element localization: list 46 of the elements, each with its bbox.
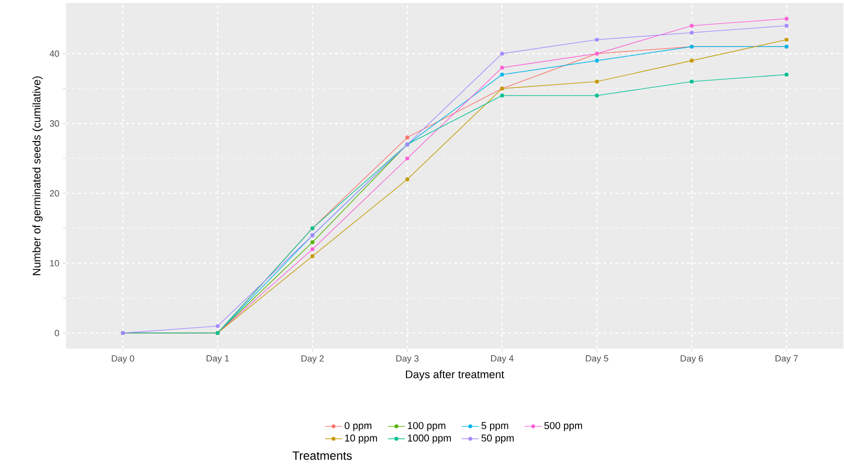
x-tick-label: Day 6 [680,355,704,364]
point [784,38,788,42]
x-tick-label: Day 0 [112,355,134,364]
x-tick-label: Day 1 [206,355,229,364]
point [500,52,504,56]
point [594,80,599,84]
point [405,136,410,140]
legend-title: Treatments [292,452,352,460]
point [594,58,599,63]
point [594,38,599,42]
point [405,178,410,182]
point [784,16,788,21]
point [784,72,788,77]
point [405,156,410,161]
legend-label: 100 ppm [408,422,446,432]
legend-label: 10 ppm [345,434,377,444]
x-axis-title: Days after treatment [406,370,504,381]
point [500,66,504,70]
point [500,72,504,77]
x-tick-label: Day 5 [586,355,608,364]
y-axis-title: Number of germinated seeds (cumilative) [32,76,43,276]
point [690,58,694,63]
legend-label: 1000 ppm [408,434,451,444]
y-tick-label: 30 [50,120,60,127]
x-tick-label: Day 7 [776,355,798,364]
point [216,324,220,328]
x-tick-label: Day 4 [491,355,514,364]
legend-label: 0 ppm [344,422,372,432]
point [784,24,788,28]
x-tick-label: Day 2 [301,355,324,364]
point [690,24,694,28]
point [594,94,599,98]
point [310,240,314,244]
point [690,30,694,35]
point [310,247,314,252]
legend-label: 50 ppm [482,434,514,444]
point [310,254,314,258]
legend-label: 500 ppm [544,422,582,432]
point [690,80,694,84]
y-tick-label: 10 [50,260,60,267]
y-tick-label: 40 [50,50,60,57]
y-tick-label: 20 [50,190,60,197]
legend-label: 5 ppm [482,422,508,432]
y-tick-label: 0 [54,330,60,336]
x-tick-label: Day 3 [396,355,419,364]
point [500,94,504,98]
